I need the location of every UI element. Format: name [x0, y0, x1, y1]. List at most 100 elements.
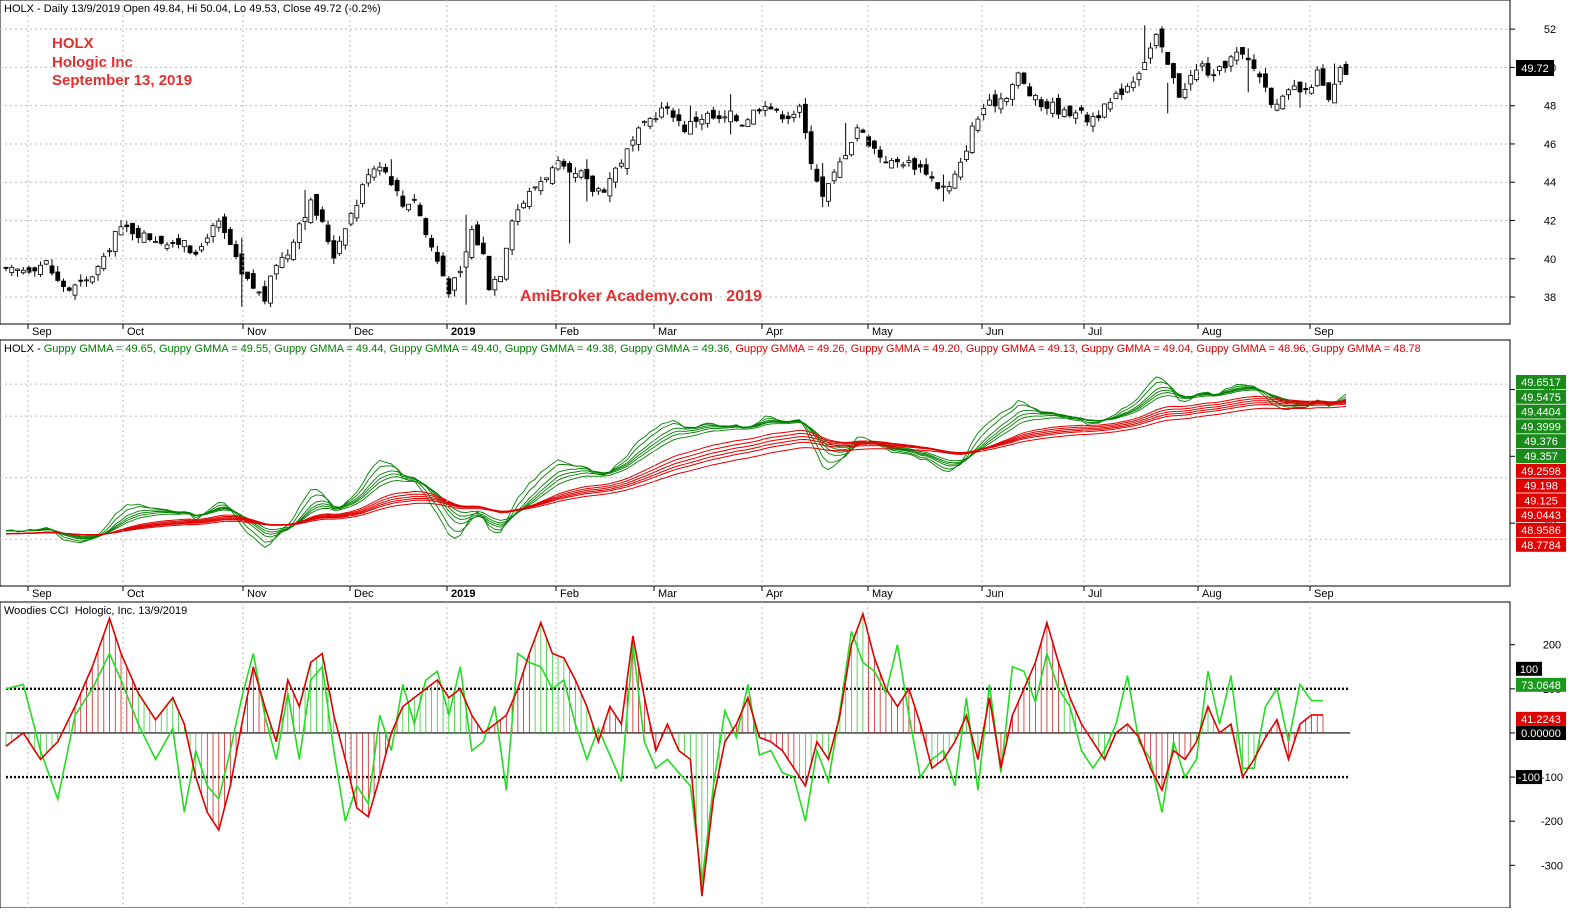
candle-up [1130, 81, 1136, 89]
candle-up [354, 205, 360, 219]
candle-up [107, 250, 112, 253]
candle-up [572, 173, 578, 178]
candle-up [952, 173, 958, 189]
candle-down [872, 140, 877, 149]
candle-up [613, 167, 619, 183]
candle-up [1061, 109, 1067, 117]
candle-down [1343, 63, 1349, 75]
cci-y-label: -100 [1541, 772, 1563, 784]
candle-up [153, 241, 158, 243]
gmma-value-tag [1516, 493, 1566, 508]
candle-down [55, 271, 61, 281]
cci-pane[interactable]: 2001000-100-200-300 Woodies CCI Hologic,… [0, 601, 1566, 909]
candle-up [946, 186, 952, 192]
candle-up [1217, 66, 1222, 72]
candle-up [964, 150, 969, 160]
cci-y-label: 200 [1543, 640, 1561, 652]
cci-zero-label: 0.00000 [1521, 728, 1561, 740]
candle-down [319, 209, 325, 222]
candle-up [699, 119, 705, 125]
gmma-pane[interactable]: 404550 SepOctNovDec2019FebMarAprMayJunJu… [0, 339, 1566, 600]
candle-up [457, 270, 463, 274]
candle-down [245, 271, 250, 279]
gmma-header-series: Guppy GMMA = 48.78 [1312, 343, 1421, 355]
gmma-value-tag [1516, 389, 1566, 404]
candle-up [38, 264, 43, 275]
gmma-line-short [5, 387, 1347, 539]
gmma-value-tag [1516, 523, 1566, 537]
annotation-symbol: HOLX [52, 35, 94, 52]
candle-down [1268, 87, 1274, 105]
gmma-value-label: 48.9586 [1521, 525, 1561, 537]
gmma-value-tag [1516, 375, 1566, 389]
candle-up [141, 232, 147, 243]
candle-down [32, 267, 38, 272]
candle-up [1194, 69, 1199, 80]
candle-up [84, 279, 89, 282]
cci-y-label: -300 [1541, 860, 1563, 872]
gmma-header-series: Guppy GMMA = 49.44, [274, 343, 389, 355]
candle-up [1102, 103, 1107, 118]
gmma-month-label: Sep [32, 588, 52, 600]
candle-down [187, 245, 193, 254]
candle-up [1148, 47, 1153, 59]
gmma-value-label: 49.0443 [1521, 510, 1561, 522]
candle-down [26, 267, 32, 273]
candle-down [434, 251, 440, 262]
candle-up [958, 161, 964, 178]
price-header: HOLX - Daily 13/9/2019 Open 49.84, Hi 50… [4, 3, 381, 15]
price-month-label: Jun [986, 326, 1004, 338]
candle-up [1286, 89, 1291, 96]
gmma-line-long [5, 403, 1347, 536]
candle-up [43, 260, 49, 265]
candle-down [895, 158, 900, 163]
candle-up [641, 120, 647, 123]
candle-down [785, 115, 791, 120]
candle-up [659, 107, 665, 118]
candle-down [820, 176, 826, 197]
price-month-label: Sep [32, 326, 52, 338]
candle-down [239, 253, 245, 275]
candle-up [452, 277, 457, 291]
candle-down [808, 131, 814, 165]
candle-up [503, 247, 509, 280]
candle-down [400, 195, 406, 207]
candle-up [463, 251, 469, 268]
gmma-line-long [5, 402, 1347, 536]
gmma-value-label: 49.6517 [1521, 377, 1561, 389]
candle-down [1297, 81, 1303, 93]
gmma-line-long [5, 398, 1347, 536]
candle-up [95, 265, 101, 276]
cci-line [5, 611, 1323, 897]
gmma-header-series: Guppy GMMA = 49.36, [620, 343, 735, 355]
candle-down [1251, 59, 1257, 69]
candle-down [883, 161, 889, 164]
candle-down [1038, 99, 1044, 108]
gmma-line-long [5, 406, 1347, 536]
candle-up [1113, 92, 1119, 100]
candle-up [101, 255, 107, 269]
candle-down [78, 279, 84, 282]
gmma-value-tag [1516, 434, 1566, 449]
gmma-value-label: 49.125 [1524, 495, 1558, 507]
candle-up [1010, 84, 1015, 100]
price-pane[interactable]: 3840424446485052 SepOctNovDec2019FebMarA… [0, 0, 1556, 338]
candle-up [906, 160, 912, 163]
candle-down [877, 149, 883, 158]
candle-down [417, 204, 423, 217]
candle-up [181, 240, 187, 248]
candle-down [135, 227, 141, 239]
candle-down [314, 193, 319, 216]
candle-down [866, 136, 872, 147]
candle-up [987, 99, 992, 106]
candle-down [486, 255, 492, 291]
candle-up [1228, 56, 1234, 67]
candle-down [802, 103, 808, 134]
candle-down [590, 175, 596, 192]
turbo-cci-line [5, 631, 1323, 883]
candle-down [262, 286, 268, 302]
price-month-label: May [872, 326, 893, 338]
candle-up [1050, 101, 1056, 114]
price-y-label: 44 [1544, 177, 1556, 189]
